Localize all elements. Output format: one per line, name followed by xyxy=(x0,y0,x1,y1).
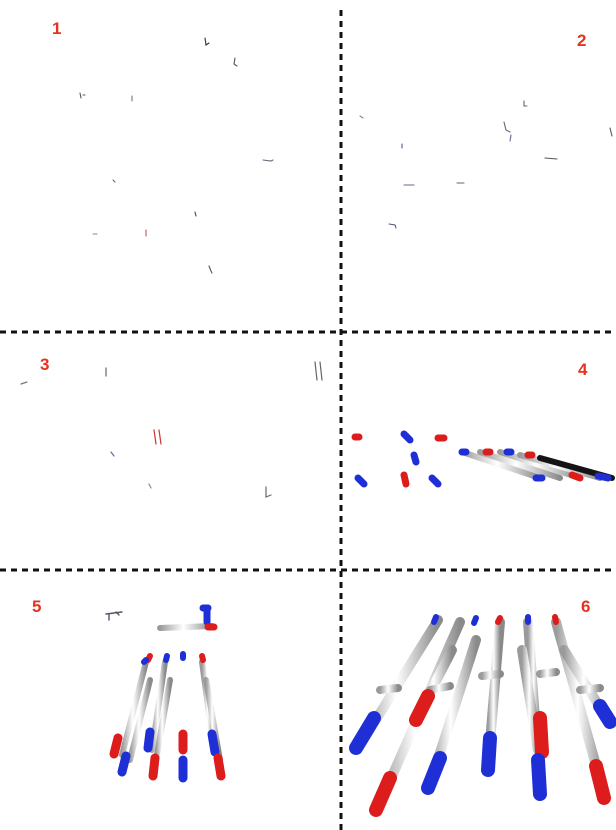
molecule-stack xyxy=(109,651,226,783)
panel-number-3: 3 xyxy=(40,355,50,374)
molecule-cluster-right xyxy=(458,448,615,489)
carbon-stick xyxy=(119,659,149,758)
panel-number-5: 5 xyxy=(32,597,42,616)
nitrogen-cap xyxy=(531,753,547,801)
carbon-stick xyxy=(497,449,583,481)
molecule-fragment xyxy=(233,57,238,67)
molecule-fragment xyxy=(544,157,558,160)
carbon-stick xyxy=(157,623,215,631)
molecule-fragment xyxy=(314,361,323,381)
molecule-fragment xyxy=(523,100,528,107)
nitrogen-cap xyxy=(594,472,612,482)
panel-2-molecules xyxy=(359,100,613,229)
panel-dividers xyxy=(0,10,616,830)
molecule-fragment xyxy=(79,92,86,99)
molecule-fragment xyxy=(262,159,274,162)
nitrogen-cap xyxy=(410,451,420,466)
panel-number-6: 6 xyxy=(581,597,591,616)
nitrogen-cap xyxy=(143,727,155,753)
panel-1-molecules xyxy=(79,37,274,274)
molecule-fragment xyxy=(388,223,397,229)
molecule-fragment xyxy=(609,127,613,137)
carbon-stick xyxy=(576,684,604,694)
carbon-stick xyxy=(536,668,560,678)
carbon-stick xyxy=(376,684,402,694)
panel-3-molecules xyxy=(20,361,323,498)
panel-number-4: 4 xyxy=(578,360,588,379)
carbon-stick xyxy=(426,682,454,694)
nitrogen-cap xyxy=(117,751,131,777)
molecule-fragment xyxy=(148,483,152,489)
nitrogen-cap xyxy=(400,430,414,444)
molecule-fragment xyxy=(153,429,162,445)
oxygen-cap xyxy=(495,615,503,625)
nitrogen-cap xyxy=(428,474,442,488)
oxygen-cap xyxy=(369,771,397,817)
oxygen-cap xyxy=(213,753,226,781)
nitrogen-cap xyxy=(141,657,149,665)
nitrogen-cap xyxy=(593,699,616,729)
oxygen-cap xyxy=(199,653,206,663)
carbon-stick xyxy=(459,449,543,481)
carbon-stick xyxy=(478,670,504,680)
molecule-cluster-left xyxy=(351,425,450,488)
molecule-fragment xyxy=(194,211,197,217)
oxygen-cap xyxy=(400,471,410,488)
oxygen-cap xyxy=(589,759,611,805)
carbon-stick xyxy=(153,677,173,763)
panel-number-1: 1 xyxy=(52,19,62,38)
carbon-stick xyxy=(149,659,168,753)
molecule-fragment xyxy=(503,121,511,133)
molecule-fragment xyxy=(112,179,116,183)
nitrogen-cap xyxy=(421,751,447,795)
molecule-fragment xyxy=(105,611,123,621)
panel-5-molecules xyxy=(105,604,226,783)
panel-number-2: 2 xyxy=(577,31,587,50)
nitrogen-cap xyxy=(431,614,439,625)
nitrogen-cap xyxy=(481,731,497,777)
oxygen-cap xyxy=(568,471,584,482)
oxygen-cap xyxy=(109,733,123,759)
molecule-fragment xyxy=(110,451,115,457)
carbon-stick xyxy=(127,677,153,763)
molecule-fragment xyxy=(208,265,213,274)
oxygen-cap xyxy=(533,711,549,759)
panel-6-molecules xyxy=(349,614,616,817)
oxygen-cap xyxy=(409,689,435,727)
nitrogen-cap xyxy=(163,653,170,663)
nitrogen-cap xyxy=(349,711,381,755)
nitrogen-cap xyxy=(471,615,479,626)
oxygen-cap xyxy=(552,614,559,625)
nitrogen-cap xyxy=(207,729,220,757)
nitrogen-cap xyxy=(354,474,368,488)
panel-4-molecules xyxy=(351,425,615,489)
molecule-fragment xyxy=(509,134,512,142)
oxygen-cap xyxy=(148,753,160,781)
molecule-fragment xyxy=(204,37,210,46)
molecule-fragment xyxy=(20,381,28,385)
molecule-medium xyxy=(157,604,218,645)
molecule-fragment xyxy=(265,486,272,498)
molecule-fragment xyxy=(359,115,364,119)
